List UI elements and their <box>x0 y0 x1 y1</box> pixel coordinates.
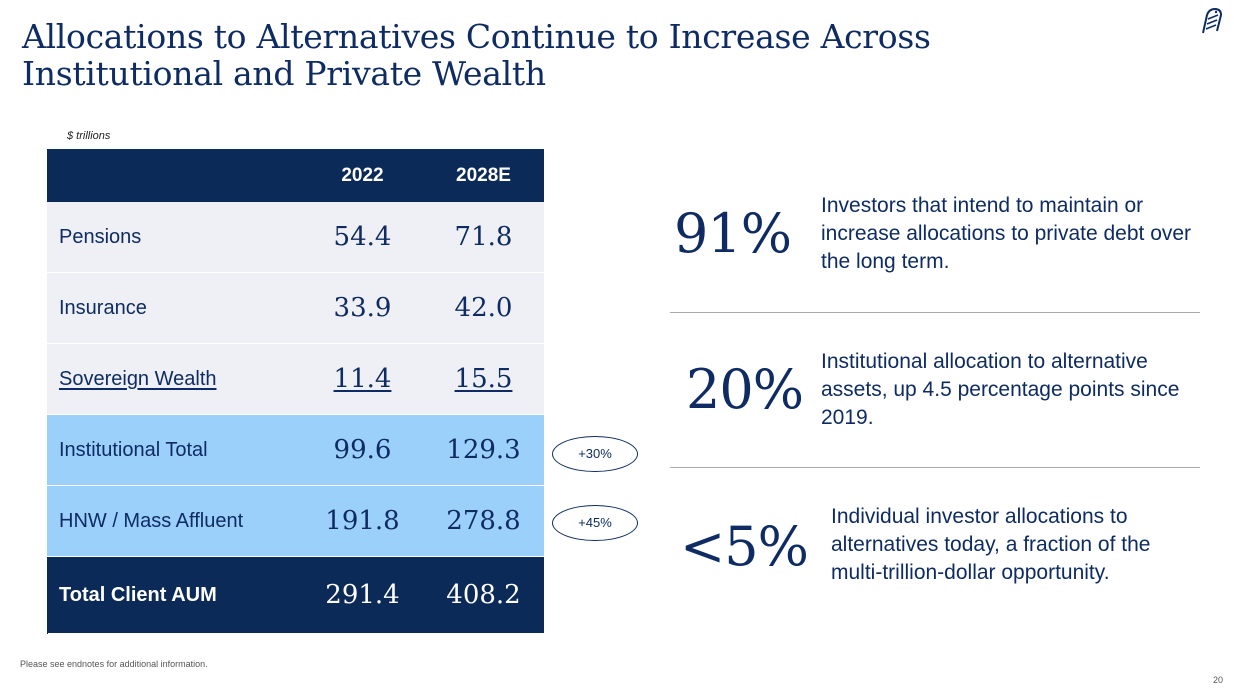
page-number: 20 <box>1213 675 1224 685</box>
table-row: Insurance 33.9 42.0 <box>47 273 544 344</box>
table-row: Institutional Total 99.6 129.3 <box>47 415 544 486</box>
row-label: Total Client AUM <box>59 583 217 606</box>
cell-value: 54.4 <box>333 222 392 252</box>
cell-value: 99.6 <box>333 435 392 465</box>
cell-value: 42.0 <box>454 293 513 323</box>
column-header-2028e: 2028E <box>456 164 511 186</box>
divider <box>670 312 1200 313</box>
footnote: Please see endnotes for additional infor… <box>20 659 208 669</box>
row-label: HNW / Mass Affluent <box>59 509 244 532</box>
owl-logo-icon <box>1202 7 1223 34</box>
table-row: Pensions 54.4 71.8 <box>47 202 544 273</box>
stat-text: Individual investor allocations to alter… <box>831 505 1151 584</box>
stat-block: <5% Individual investor allocations to a… <box>670 503 1200 593</box>
table-header-row: 2022 2028E <box>47 149 544 202</box>
row-label: Sovereign Wealth <box>59 367 217 390</box>
cell-value: 71.8 <box>454 222 513 252</box>
aum-table: 2022 2028E Pensions 54.4 71.8 Insurance … <box>47 149 544 634</box>
row-label: Insurance <box>59 296 147 319</box>
table-total-row: Total Client AUM 291.4 408.2 <box>47 557 544 633</box>
cell-value: 291.4 <box>325 580 400 610</box>
stat-block: 91% Investors that intend to maintain or… <box>670 190 1200 280</box>
institutional-growth-badge: +30% <box>552 436 638 472</box>
column-header-2022: 2022 <box>341 164 384 186</box>
cell-value: 33.9 <box>333 293 392 323</box>
stat-value: 20% <box>686 358 804 421</box>
hnw-growth-badge: +45% <box>552 505 638 541</box>
table-row: Sovereign Wealth 11.4 15.5 <box>47 344 544 415</box>
cell-value: 15.5 <box>454 364 513 394</box>
stat-block: 20% Institutional allocation to alternat… <box>670 346 1200 436</box>
cell-value: 129.3 <box>446 435 521 465</box>
page-title: Allocations to Alternatives Continue to … <box>22 17 931 93</box>
cell-value: 408.2 <box>446 580 521 610</box>
cell-value: 191.8 <box>325 506 400 536</box>
cell-value: 11.4 <box>333 364 392 394</box>
stat-text: Institutional allocation to alternative … <box>821 350 1180 429</box>
stat-text: Investors that intend to maintain or inc… <box>821 194 1192 273</box>
divider <box>670 467 1200 468</box>
stat-value: 91% <box>674 202 792 265</box>
stat-value: <5% <box>680 515 809 578</box>
table-units-label: $ trillions <box>67 130 111 142</box>
row-label: Pensions <box>59 225 142 248</box>
table-row: HNW / Mass Affluent 191.8 278.8 <box>47 486 544 557</box>
row-label: Institutional Total <box>59 438 208 461</box>
cell-value: 278.8 <box>446 506 521 536</box>
